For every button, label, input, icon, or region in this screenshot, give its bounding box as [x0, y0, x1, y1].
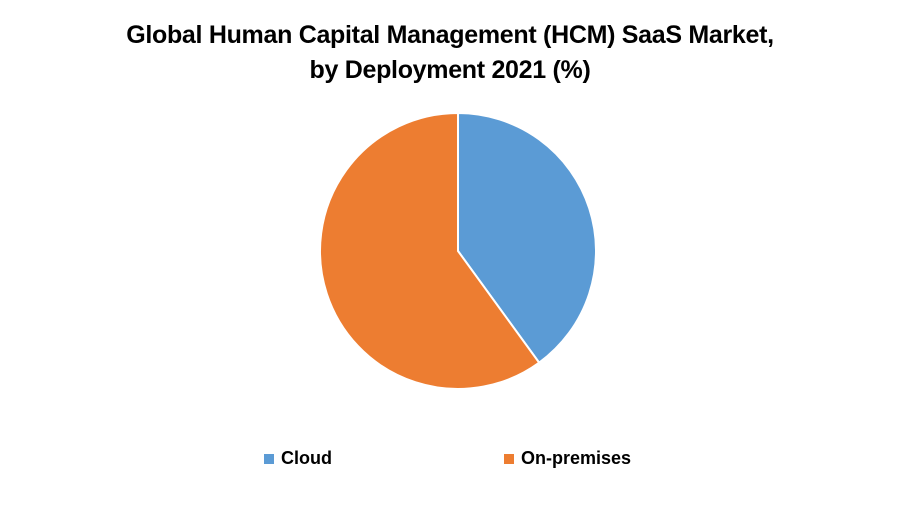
pie-slice-on-premises — [319, 111, 541, 390]
legend: Cloud On-premises — [0, 448, 900, 472]
chart-title-line-1: Global Human Capital Management (HCM) Sa… — [126, 21, 774, 49]
chart-title-line-2: by Deployment 2021 (%) — [309, 56, 591, 84]
legend-item-on-premises: On-premises — [504, 448, 631, 469]
chart-title: Global Human Capital Management (HCM) Sa… — [0, 18, 900, 88]
legend-item-cloud: Cloud — [264, 448, 332, 469]
legend-label-on-premises: On-premises — [521, 448, 632, 468]
legend-swatch-on-premises — [504, 453, 514, 464]
pie-slices — [319, 111, 597, 390]
legend-swatch-cloud — [264, 453, 274, 464]
legend-label-cloud: Cloud — [281, 448, 332, 468]
pie-slice-cloud — [457, 111, 597, 365]
